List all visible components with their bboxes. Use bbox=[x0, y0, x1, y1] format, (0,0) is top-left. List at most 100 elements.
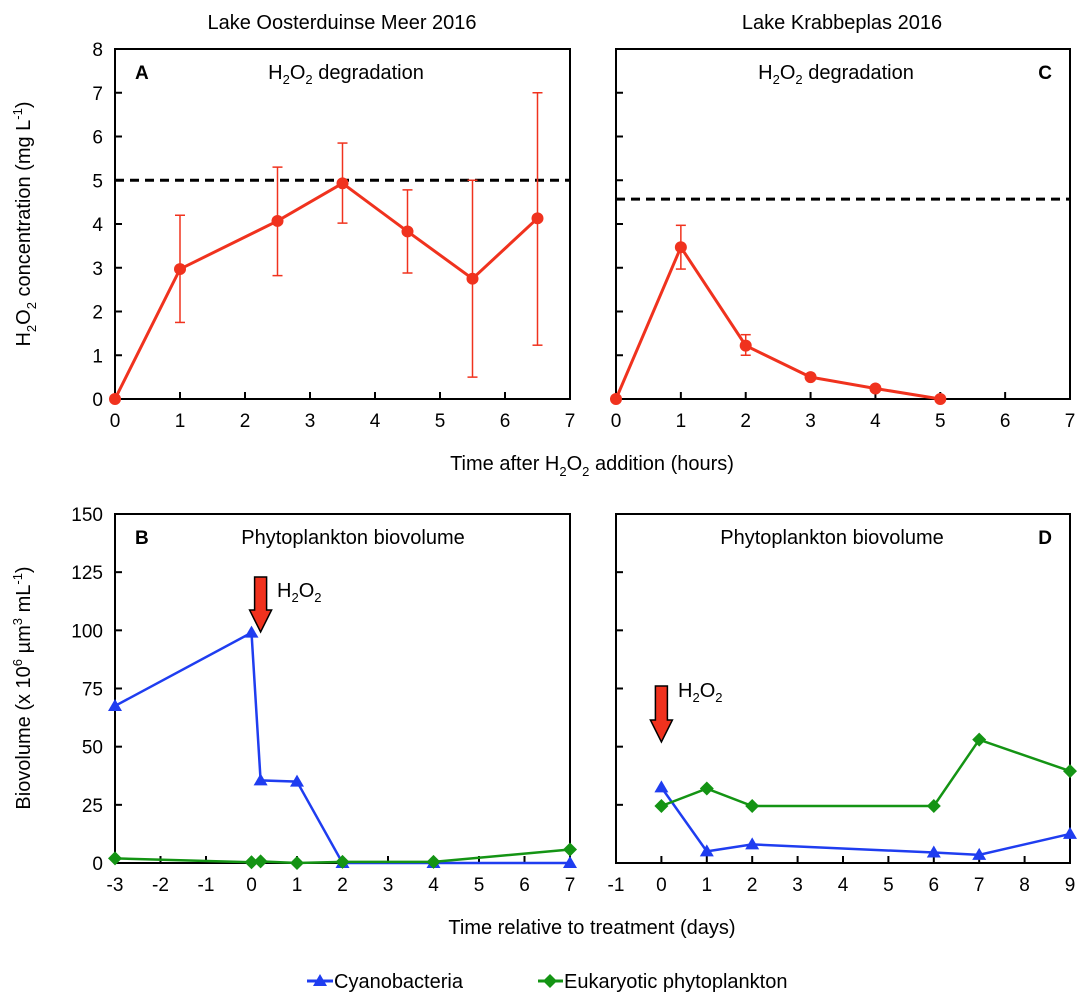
chart-marks: 0 1 2 3 4 5 6 7 0 1 2 3 4 5 6 7 8 0 1 2 3 4 5 6 7 -3 -2 -1 0 1 2 3 4 5 6 7 0… bbox=[71, 40, 1077, 896]
panel-a-data-point bbox=[271, 214, 284, 227]
panel-a-y-tick-label: 3 bbox=[92, 259, 103, 280]
panel-a-x-tick-label: 7 bbox=[565, 411, 576, 432]
panel-c-data-point bbox=[739, 339, 752, 352]
panel-c-x-tick-label: 3 bbox=[805, 411, 816, 432]
panel-b-eukaryotic-point bbox=[253, 854, 268, 869]
panel-a-y-tick-label: 7 bbox=[92, 84, 103, 105]
panel-b-x-tick-label: -3 bbox=[107, 875, 124, 896]
panel-c-label: C bbox=[1038, 63, 1052, 84]
panel-d-x-tick-label: 0 bbox=[656, 875, 667, 896]
panel-a-x-tick-label: 5 bbox=[435, 411, 446, 432]
panel-a-y-tick-label: 0 bbox=[92, 390, 103, 411]
panel-b-y-tick-label: 150 bbox=[71, 505, 103, 526]
panel-b-y-tick-label: 125 bbox=[71, 563, 103, 584]
bottom-x-axis-label: Time relative to treatment (days) bbox=[448, 917, 735, 939]
panel-d-eukaryotic-point bbox=[926, 798, 941, 813]
panel-b-x-tick-label: 0 bbox=[246, 875, 257, 896]
panel-c-x-tick-label: 6 bbox=[1000, 411, 1011, 432]
panel-c-x-tick-label: 1 bbox=[676, 411, 687, 432]
panel-b-cyanobacteria-point bbox=[244, 625, 259, 638]
panel-d-title: Phytoplankton biovolume bbox=[720, 527, 943, 549]
panel-a-data-point bbox=[531, 212, 544, 225]
panel-d-cyanobacteria-point bbox=[972, 847, 987, 860]
panel-c-data-point bbox=[610, 393, 622, 405]
panel-d-h2o2-annotation: H2O2 bbox=[678, 680, 722, 705]
panel-b-y-tick-label: 50 bbox=[82, 738, 103, 759]
panel-d-x-tick-label: 2 bbox=[747, 875, 758, 896]
panel-d-eukaryotic-point bbox=[654, 798, 669, 813]
panel-b-y-tick-label: 75 bbox=[82, 680, 103, 701]
panel-d-x-tick-label: 5 bbox=[883, 875, 894, 896]
panel-a-frame bbox=[114, 48, 571, 400]
panel-b-y-tick-label: 100 bbox=[71, 621, 103, 642]
panel-c-frame bbox=[615, 48, 1071, 400]
panel-b-y-tick-label: 25 bbox=[82, 796, 103, 817]
panel-d-x-tick-label: 1 bbox=[702, 875, 713, 896]
panel-a-x-tick-label: 2 bbox=[240, 411, 251, 432]
panel-d-eukaryotic-point bbox=[699, 781, 714, 796]
panel-d-x-tick-label: 9 bbox=[1065, 875, 1076, 896]
panel-a-x-tick-label: 4 bbox=[370, 411, 381, 432]
panel-b-eukaryotic-point bbox=[426, 854, 441, 869]
legend-eukaryotic-label: Eukaryotic phytoplankton bbox=[564, 971, 787, 993]
panel-c-x-tick-label: 0 bbox=[611, 411, 622, 432]
panel-d-cyanobacteria-point bbox=[699, 844, 714, 857]
legend-eukaryotic-diamond-icon bbox=[543, 974, 557, 988]
legend-cyanobacteria-label: Cyanobacteria bbox=[334, 971, 464, 993]
panel-d-eukaryotic-point bbox=[745, 798, 760, 813]
panel-a-y-tick-label: 8 bbox=[92, 40, 103, 61]
panel-b-x-tick-label: -1 bbox=[198, 875, 215, 896]
panel-b-treatment-arrow-icon bbox=[248, 576, 273, 634]
panel-b-x-tick-label: 6 bbox=[519, 875, 530, 896]
panel-b-eukaryotic-point bbox=[563, 842, 577, 857]
panel-b-eukaryotic-point bbox=[108, 851, 122, 866]
panel-a-data-point bbox=[401, 225, 414, 238]
panel-c-x-tick-label: 5 bbox=[935, 411, 946, 432]
bottom-y-axis-label: Biovolume (x 106 µm3 mL-1) bbox=[10, 566, 35, 809]
panel-a-data-point bbox=[174, 263, 186, 276]
panel-b-eukaryotic-point bbox=[335, 854, 350, 869]
panel-a-y-tick-label: 5 bbox=[92, 171, 103, 192]
top-x-axis-label: Time after H2O2 addition (hours) bbox=[450, 453, 734, 479]
panel-c-data-point bbox=[674, 241, 687, 254]
panel-a-x-tick-label: 3 bbox=[305, 411, 316, 432]
panel-c-data-point bbox=[869, 382, 882, 395]
panel-b-x-tick-label: 1 bbox=[292, 875, 303, 896]
panel-c-degradation-line bbox=[614, 244, 941, 401]
panel-b-eukaryotic-point bbox=[244, 855, 259, 870]
panel-b-cyanobacteria-point bbox=[563, 856, 577, 868]
panel-a-y-tick-label: 2 bbox=[92, 303, 103, 324]
panel-d-cyanobacteria-point bbox=[654, 780, 669, 793]
panel-b-eukaryotic-point bbox=[290, 856, 304, 870]
panel-b-frame bbox=[114, 513, 571, 864]
panel-b-y-tick-label: 0 bbox=[92, 854, 103, 875]
panel-d-treatment-arrow-icon bbox=[649, 685, 674, 744]
panel-b-cyanobacteria-point bbox=[253, 773, 268, 786]
panel-b-cyanobacteria-line bbox=[114, 630, 570, 865]
panel-c-x-tick-label: 2 bbox=[740, 411, 751, 432]
panel-d-cyanobacteria-line bbox=[660, 786, 1071, 857]
panel-b-x-tick-label: 3 bbox=[383, 875, 394, 896]
panel-a-data-point bbox=[109, 393, 121, 405]
panel-a-x-tick-label: 0 bbox=[110, 411, 121, 432]
panel-d-x-tick-label: 8 bbox=[1019, 875, 1030, 896]
panel-d-label: D bbox=[1038, 528, 1052, 549]
left-column-title: Lake Oosterduinse Meer 2016 bbox=[207, 12, 476, 34]
panel-d-eukaryotic-line bbox=[660, 738, 1071, 808]
legend-cyanobacteria-triangle-icon bbox=[313, 974, 327, 986]
panel-c-x-tick-label: 7 bbox=[1065, 411, 1076, 432]
panel-d-x-tick-label: -1 bbox=[608, 875, 625, 896]
panel-a-y-tick-label: 1 bbox=[92, 346, 103, 367]
panel-a-x-tick-label: 6 bbox=[500, 411, 511, 432]
panel-a-data-point bbox=[466, 272, 479, 285]
panel-b-x-tick-label: 4 bbox=[428, 875, 439, 896]
panel-b-x-tick-label: 2 bbox=[337, 875, 348, 896]
panel-a-title: H2O2 degradation bbox=[268, 62, 424, 87]
panel-b-x-tick-label: -2 bbox=[152, 875, 169, 896]
panel-d-eukaryotic-point bbox=[1063, 764, 1077, 779]
panel-c-title: H2O2 degradation bbox=[758, 62, 914, 87]
panel-d-cyanobacteria-point bbox=[926, 845, 941, 858]
right-column-title: Lake Krabbeplas 2016 bbox=[742, 12, 942, 34]
panel-d-x-tick-label: 7 bbox=[974, 875, 985, 896]
